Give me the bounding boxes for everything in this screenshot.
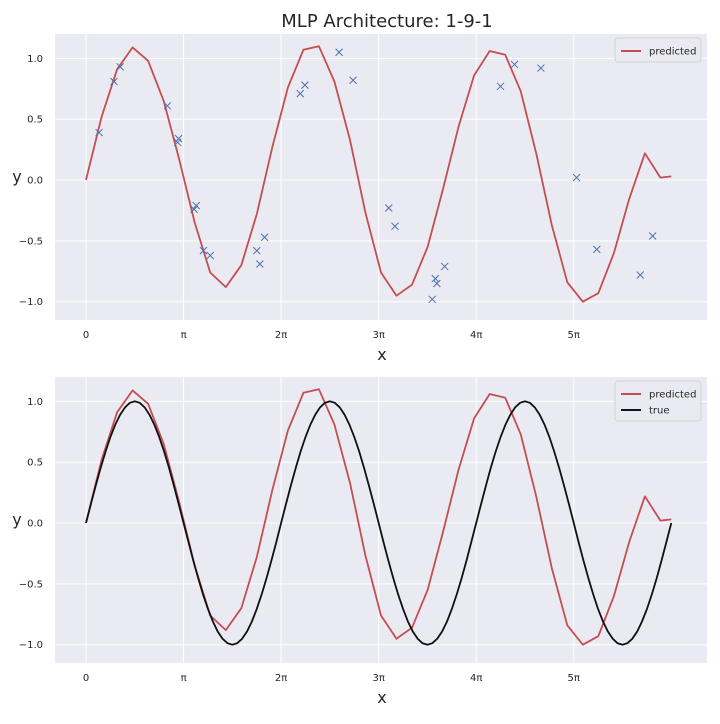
data-point-marker [206,251,215,260]
y-tick-label: 1.0 [27,54,43,65]
data-point-marker [384,204,393,212]
x-tick-label: 3π [372,330,384,341]
data-point-marker [537,64,545,72]
x-tick-label: 0 [83,673,89,684]
data-point-marker [252,246,261,255]
y-tick-label: −1.0 [19,297,43,308]
data-point-marker [335,48,343,57]
data-point-marker [163,101,172,110]
x-tick-label: 5π [568,330,580,341]
x-tick-label: 5π [568,673,580,684]
x-tick-label: π [181,330,187,341]
data-point-marker [116,63,125,71]
data-point-marker [391,222,399,231]
data-point-marker [301,81,309,89]
y-tick-label: −0.5 [19,579,43,590]
y-tick-label: 0.5 [27,115,43,126]
data-point-marker [199,246,208,255]
data-point-marker [110,77,118,86]
legend-label-predicted: predicted [649,47,696,58]
data-point-marker [496,82,505,91]
data-point-marker [349,76,357,85]
x-tick-label: 4π [470,330,482,341]
x-tick-label: 2π [275,673,287,684]
data-point-marker [256,260,264,268]
data-point-marker [192,201,201,210]
data-point-marker [428,295,437,304]
data-point-marker [296,89,305,98]
data-point-marker [174,134,183,143]
legend-box [614,37,702,63]
x-tick-label: 4π [470,673,482,684]
data-point-marker [95,128,103,137]
data-point-marker [190,205,198,214]
data-point-marker [572,173,581,182]
x-tick-label: 0 [83,330,89,341]
plot-top: 0 π 2π 3π 4π 5π 1.0 0.5 0.0 −0.5 −1.0 x y predicted [12,34,707,364]
data-point-marker [260,233,269,242]
x-tick-label: π [181,673,187,684]
series-line-predicted [85,45,672,303]
chart-title: MLP Architecture: 1-9-1 [281,11,492,32]
x-tick-label: 3π [372,673,384,684]
y-tick-label: −0.5 [19,236,43,247]
plot-area [55,34,707,320]
x-axis-label: x [377,688,386,707]
x-tick-label: 2π [275,330,287,341]
data-point-marker [648,232,657,240]
x-axis-label: x [377,345,386,364]
legend-label-predicted: predicted [649,390,696,401]
plot-bottom: 0 π 2π 3π 4π 5π 1.0 0.5 0.0 −0.5 −1.0 x y predicted tr… [12,377,707,707]
data-point-marker [592,245,601,254]
y-tick-label: −1.0 [19,640,43,651]
y-tick-label: 0.0 [27,519,43,530]
y-tick-label: 0.0 [27,176,43,187]
data-point-marker [636,271,645,279]
data-point-marker [440,262,449,271]
data-point-marker [510,60,519,69]
series-line-true [85,400,673,646]
legend-label-true: true [649,406,670,417]
data-point-marker [431,274,440,283]
y-tick-label: 0.5 [27,458,43,469]
y-axis-label: y [12,510,21,529]
data-point-marker [433,279,441,288]
y-tick-label: 1.0 [27,397,43,408]
y-axis-label: y [12,167,21,186]
